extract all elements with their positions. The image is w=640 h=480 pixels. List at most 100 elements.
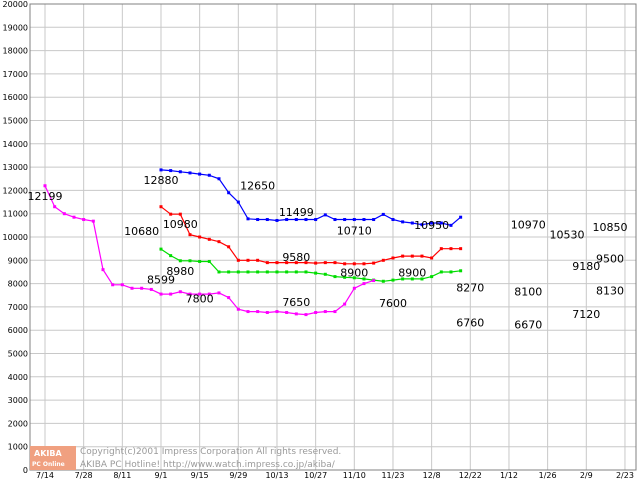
data-point <box>246 217 250 221</box>
data-point <box>362 277 366 281</box>
data-point <box>198 235 202 239</box>
data-point <box>352 218 356 222</box>
data-point <box>198 259 202 263</box>
data-point <box>449 223 453 227</box>
x-tick-label: 11/23 <box>381 471 404 480</box>
data-point <box>459 269 463 273</box>
data-point <box>101 268 105 272</box>
data-point <box>449 247 453 251</box>
x-tick-label: 12/22 <box>459 471 482 480</box>
data-label: 10680 <box>124 225 159 238</box>
x-tick-label: 1/26 <box>539 471 557 480</box>
data-point <box>198 172 202 176</box>
y-tick-label: 0 <box>23 466 28 475</box>
data-point <box>217 270 221 274</box>
data-point <box>246 270 250 274</box>
data-point <box>323 213 327 217</box>
data-point <box>188 233 192 237</box>
data-point <box>430 275 434 279</box>
data-point <box>323 261 327 265</box>
data-point <box>265 261 269 265</box>
data-point <box>178 290 182 294</box>
logo-text-top: AKIBA <box>34 449 62 458</box>
data-point <box>227 296 231 300</box>
data-point <box>207 292 211 296</box>
data-point <box>294 261 298 265</box>
data-label: 8900 <box>340 267 368 280</box>
data-point <box>256 258 260 262</box>
x-tick-label: 11/10 <box>343 471 366 480</box>
data-point <box>372 261 376 265</box>
data-point <box>430 221 434 225</box>
y-tick-label: 7000 <box>8 303 28 312</box>
data-point <box>188 171 192 175</box>
data-point <box>381 258 385 262</box>
data-point <box>169 169 173 173</box>
data-point <box>314 218 318 222</box>
data-label: 12650 <box>240 179 275 192</box>
data-point <box>227 191 231 195</box>
data-point <box>207 259 211 263</box>
data-point <box>82 218 86 222</box>
logo-text-bottom: PC Online <box>32 461 65 468</box>
data-point <box>439 221 443 225</box>
data-point <box>217 240 221 244</box>
y-tick-label: 15000 <box>3 117 28 126</box>
data-label: 8100 <box>514 285 542 298</box>
x-tick-label: 8/11 <box>113 471 131 480</box>
y-tick-label: 10000 <box>3 233 28 242</box>
data-point <box>285 218 289 222</box>
data-point <box>459 247 463 251</box>
data-point <box>304 313 308 317</box>
x-tick-label: 12/8 <box>423 471 441 480</box>
data-point <box>430 256 434 260</box>
data-point <box>275 261 279 265</box>
data-point <box>178 259 182 263</box>
data-point <box>178 212 182 216</box>
data-point <box>53 205 57 209</box>
data-point <box>420 254 424 258</box>
data-label: 8599 <box>147 274 175 287</box>
x-tick-label: 7/14 <box>36 471 54 480</box>
y-tick-label: 1000 <box>8 443 28 452</box>
data-point <box>130 286 134 290</box>
data-label: 10850 <box>593 221 628 234</box>
data-point <box>391 218 395 222</box>
series-line-3 <box>160 248 461 282</box>
data-point <box>362 218 366 222</box>
data-point <box>314 261 318 265</box>
y-tick-label: 5000 <box>8 350 28 359</box>
data-point <box>265 270 269 274</box>
y-tick-label: 9000 <box>8 256 28 265</box>
data-point <box>420 223 424 227</box>
data-point <box>227 245 231 249</box>
data-point <box>169 254 173 258</box>
data-point <box>391 256 395 260</box>
data-point <box>169 212 173 216</box>
data-point <box>236 270 240 274</box>
data-point <box>410 254 414 258</box>
data-point <box>111 283 115 287</box>
series-line-1 <box>160 169 461 226</box>
y-tick-label: 11000 <box>3 210 28 219</box>
y-tick-label: 17000 <box>3 70 28 79</box>
data-point <box>294 312 298 316</box>
x-tick-label: 1/12 <box>500 471 518 480</box>
site-url-text: AKIBA PC Hotline! http://www.watch.impre… <box>80 460 336 470</box>
data-point <box>256 218 260 222</box>
data-label: 9180 <box>572 260 600 273</box>
y-tick-label: 16000 <box>3 93 28 102</box>
data-point <box>323 272 327 276</box>
data-point <box>410 277 414 281</box>
data-point <box>439 247 443 251</box>
data-point <box>333 275 337 279</box>
y-tick-label: 8000 <box>8 280 28 289</box>
x-tick-label: 10/27 <box>304 471 327 480</box>
data-label: 12880 <box>143 174 178 187</box>
data-point <box>275 218 279 222</box>
data-point <box>236 200 240 204</box>
data-point <box>381 279 385 283</box>
copyright-text: Copyright(c)2001 Impress Corporation All… <box>80 447 341 457</box>
